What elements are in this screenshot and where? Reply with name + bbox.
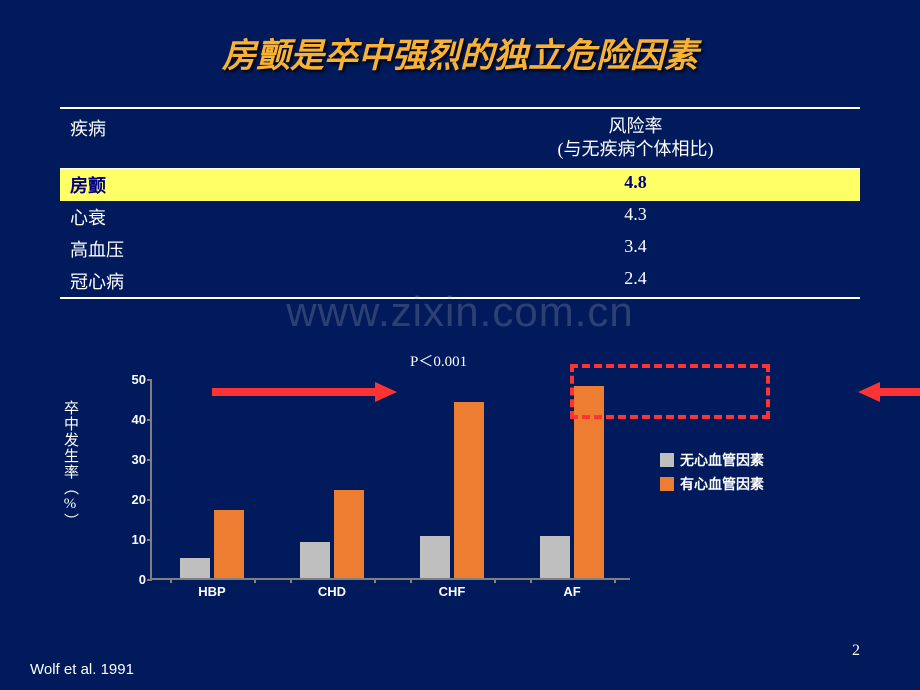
table-cell-label: 心衰 xyxy=(70,204,421,230)
bar xyxy=(420,536,450,578)
x-tick-label: CHD xyxy=(292,584,372,599)
y-tick-mark xyxy=(147,539,152,541)
y-tick-mark xyxy=(147,579,152,581)
citation-text: Wolf et al. 1991 xyxy=(30,661,134,678)
bar xyxy=(214,510,244,578)
y-tick-label: 40 xyxy=(122,412,146,427)
table-cell-value: 2.4 xyxy=(421,268,850,294)
legend-label: 无心血管因素 xyxy=(680,450,764,470)
plot-area: 01020304050HBPCHDCHFAF xyxy=(150,380,630,580)
y-tick-mark xyxy=(147,379,152,381)
header-risk-line2: (与无疾病个体相比) xyxy=(558,139,714,159)
p-value-label: P＜0.001 xyxy=(410,350,467,371)
table-cell-label: 房颤 xyxy=(70,172,421,198)
x-tick-mark xyxy=(290,578,292,583)
y-tick-mark xyxy=(147,419,152,421)
x-tick-label: CHF xyxy=(412,584,492,599)
table-cell-value: 4.8 xyxy=(421,172,850,198)
bar xyxy=(454,402,484,578)
table-row: 心衰4.3 xyxy=(60,201,860,233)
table-row: 冠心病2.4 xyxy=(60,265,860,297)
table-header-row: 疾病 风险率 (与无疾病个体相比) xyxy=(60,109,860,169)
x-tick-mark xyxy=(410,578,412,583)
header-risk-line1: 风险率 xyxy=(609,116,663,136)
x-tick-mark xyxy=(170,578,172,583)
x-tick-mark xyxy=(374,578,376,583)
y-tick-mark xyxy=(147,499,152,501)
arrow-right-icon xyxy=(858,382,880,402)
bar xyxy=(334,490,364,578)
x-tick-mark xyxy=(614,578,616,583)
slide-title: 房颤是卒中强烈的独立危险因素 xyxy=(0,0,920,77)
y-tick-label: 50 xyxy=(122,372,146,387)
y-tick-label: 10 xyxy=(122,532,146,547)
arrow-left-icon xyxy=(375,382,397,402)
legend-swatch-icon xyxy=(660,453,674,467)
bar xyxy=(540,536,570,578)
table-row: 房颤4.8 xyxy=(60,169,860,201)
y-tick-mark xyxy=(147,459,152,461)
chart-legend: 无心血管因素有心血管因素 xyxy=(660,450,764,498)
bar xyxy=(180,558,210,578)
risk-table: 疾病 风险率 (与无疾病个体相比) 房颤4.8心衰4.3高血压3.4冠心病2.4 xyxy=(60,107,860,299)
y-tick-label: 20 xyxy=(122,492,146,507)
table-row: 高血压3.4 xyxy=(60,233,860,265)
x-tick-label: HBP xyxy=(172,584,252,599)
page-number: 2 xyxy=(852,642,860,660)
legend-label: 有心血管因素 xyxy=(680,474,764,494)
x-tick-mark xyxy=(254,578,256,583)
legend-item: 无心血管因素 xyxy=(660,450,764,470)
x-tick-mark xyxy=(494,578,496,583)
header-disease: 疾病 xyxy=(70,115,421,162)
bar-chart: 0 10 20 30 40 50 HBP CHD CHF AF xyxy=(110,370,650,610)
table-cell-value: 3.4 xyxy=(421,236,850,262)
table-cell-label: 高血压 xyxy=(70,236,421,262)
y-tick-label: 0 xyxy=(122,572,146,587)
table-cell-value: 4.3 xyxy=(421,204,850,230)
bar xyxy=(300,542,330,578)
header-risk: 风险率 (与无疾病个体相比) xyxy=(421,115,850,162)
y-axis-label: 卒中发生率（%） xyxy=(60,400,81,580)
legend-item: 有心血管因素 xyxy=(660,474,764,494)
legend-swatch-icon xyxy=(660,477,674,491)
highlight-box xyxy=(570,364,770,419)
x-tick-label: AF xyxy=(532,584,612,599)
x-tick-mark xyxy=(530,578,532,583)
y-tick-label: 30 xyxy=(122,452,146,467)
table-cell-label: 冠心病 xyxy=(70,268,421,294)
